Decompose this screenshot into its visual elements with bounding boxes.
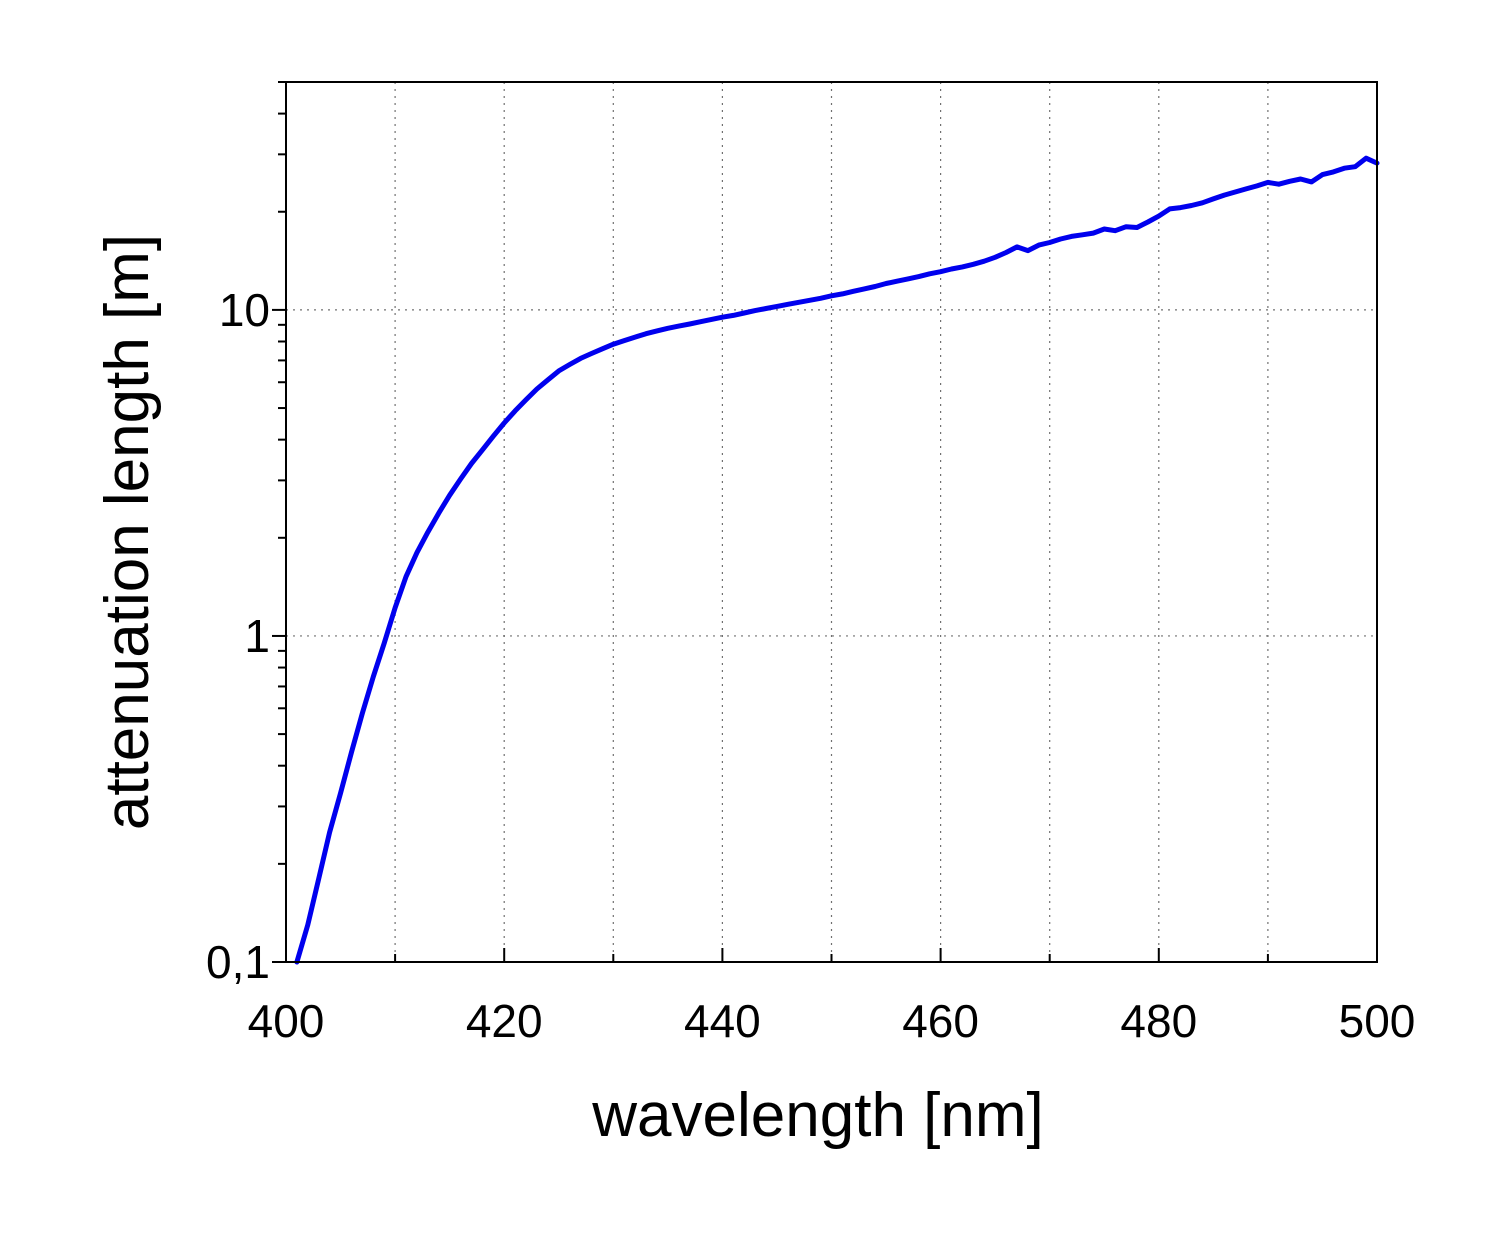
y-axis-title: attenuation length [m] <box>93 234 162 830</box>
series-layer <box>294 155 1380 965</box>
x-tick-label: 400 <box>248 995 325 1047</box>
tick-labels: 400 420 440 460 480 500 0,1 1 10 <box>206 284 1415 1047</box>
x-tick-label: 460 <box>902 995 979 1047</box>
y-tick-label: 0,1 <box>206 936 270 988</box>
plot-frame <box>285 81 1378 963</box>
x-axis-title: wavelength [nm] <box>591 1081 1043 1150</box>
x-tick-label: 480 <box>1120 995 1197 1047</box>
x-tick-label: 420 <box>466 995 543 1047</box>
axis-ticks <box>272 81 1378 963</box>
grid-lines <box>286 82 1377 962</box>
x-tick-label: 500 <box>1339 995 1416 1047</box>
x-tick-label: 440 <box>684 995 761 1047</box>
series-line <box>294 155 1380 965</box>
y-tick-label: 1 <box>244 610 270 662</box>
y-tick-label: 10 <box>219 284 270 336</box>
